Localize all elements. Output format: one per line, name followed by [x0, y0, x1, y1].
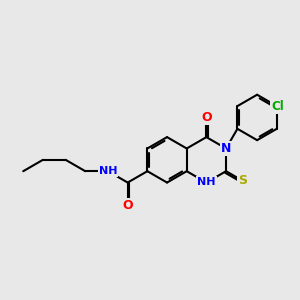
Text: O: O	[122, 199, 133, 212]
Text: NH: NH	[99, 166, 117, 176]
Text: O: O	[201, 111, 212, 124]
Text: N: N	[221, 142, 231, 155]
Text: Cl: Cl	[271, 100, 284, 112]
Text: S: S	[238, 174, 247, 188]
Text: NH: NH	[197, 177, 216, 187]
